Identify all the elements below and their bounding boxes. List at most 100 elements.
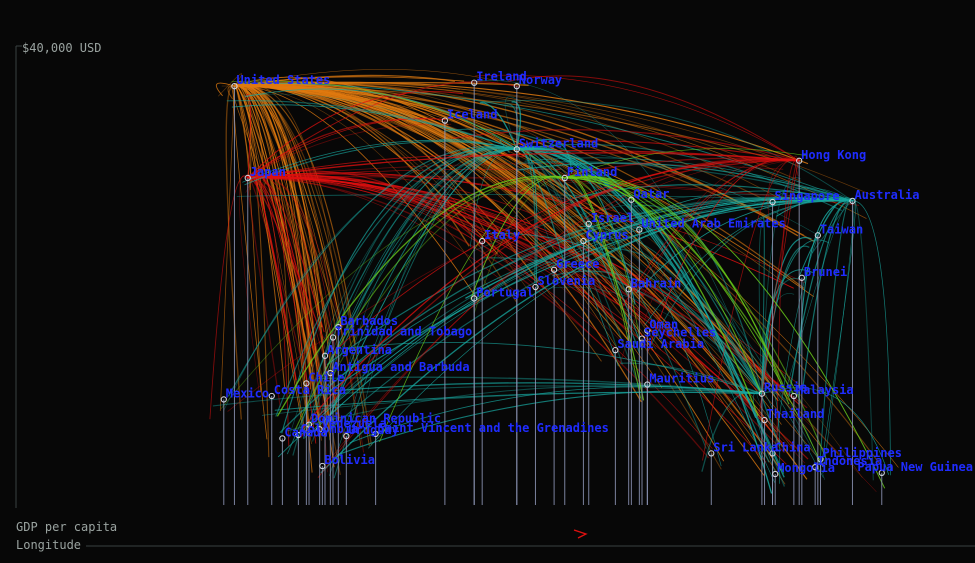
point-dominican-republic[interactable] (305, 421, 313, 428)
trail-line-226 (328, 148, 517, 440)
label-bolivia: Bolivia (324, 453, 375, 467)
point-uruguay[interactable] (343, 432, 350, 440)
trail-line-115 (234, 85, 310, 434)
label-norway: Norway (519, 73, 562, 87)
trail-line-330 (316, 376, 762, 395)
point-russia[interactable] (758, 390, 766, 397)
point-united-states[interactable] (231, 83, 238, 90)
point-barbados[interactable] (335, 323, 342, 331)
trail-line-219 (288, 148, 517, 439)
trail-line-295 (635, 190, 853, 223)
label-saint-vincent-and-the-grenadines: Saint Vincent and the Grenadines (378, 421, 609, 435)
trail-line-169 (244, 94, 251, 179)
trail-line-232 (281, 147, 517, 434)
label-thailand: Thailand (767, 407, 825, 421)
point-brunei[interactable] (798, 274, 805, 281)
label-venezuela: Venezuela (322, 416, 387, 430)
point-greece[interactable] (550, 266, 558, 273)
point-sri-lanka[interactable] (708, 450, 715, 457)
point-hong-kong[interactable] (796, 157, 803, 164)
trail-line-315 (349, 386, 762, 444)
label-colombia: Colombia (300, 422, 358, 436)
point-norway[interactable] (513, 83, 520, 90)
point-portugal[interactable] (471, 295, 478, 302)
point-italy[interactable] (479, 237, 486, 245)
point-chile[interactable] (303, 380, 310, 387)
label-malaysia: Malaysia (796, 383, 854, 397)
trail-line-97 (234, 85, 340, 363)
point-saudi-arabia[interactable] (612, 346, 619, 354)
point-ireland[interactable] (471, 79, 478, 86)
label-canada: Canada (284, 425, 327, 439)
trail-line-114 (234, 85, 356, 345)
point-china[interactable] (769, 450, 776, 457)
point-united-arab-emirates[interactable] (636, 226, 643, 233)
point-seychelles[interactable] (638, 335, 646, 342)
trail-line-198 (209, 175, 249, 420)
trail-line-168 (247, 172, 577, 235)
trail-line-139 (234, 82, 461, 90)
trail-line-254 (303, 149, 517, 439)
trail-line-326 (761, 177, 801, 394)
point-switzerland[interactable] (513, 146, 520, 153)
point-cyprus[interactable] (580, 237, 587, 245)
trail-line-297 (647, 199, 853, 352)
trail-line-357 (227, 160, 800, 412)
point-mexico[interactable] (220, 396, 227, 403)
migration-trails (209, 69, 899, 494)
point-thailand[interactable] (761, 416, 768, 424)
point-saint-vincent-and-the-grenadines[interactable] (372, 430, 379, 438)
point-australia[interactable] (849, 197, 856, 205)
trail-line-375 (276, 175, 565, 417)
point-philippines[interactable] (817, 455, 824, 463)
label-seychelles: Seychelles (644, 326, 716, 340)
point-costa-rica[interactable] (268, 392, 275, 400)
trail-line-262 (852, 200, 891, 476)
point-israel[interactable] (585, 220, 592, 228)
point-argentina[interactable] (321, 352, 329, 359)
label-sri-lanka: Sri Lanka (713, 440, 778, 454)
trail-line-321 (701, 390, 763, 472)
trail-line-351 (300, 158, 800, 438)
label-ireland: Ireland (476, 70, 527, 84)
point-venezuela[interactable] (316, 426, 323, 433)
point-papua-new-guinea[interactable] (878, 469, 885, 477)
trail-line-96 (234, 84, 318, 367)
trail-line-173 (247, 177, 328, 473)
label-oman: Oman (649, 318, 678, 332)
point-finland[interactable] (561, 174, 568, 182)
trail-line-294 (326, 196, 853, 366)
label-mongolia: Mongolia (777, 461, 835, 475)
point-bolivia[interactable] (319, 462, 326, 470)
point-antigua-and-barbuda[interactable] (327, 369, 334, 377)
point-taiwan[interactable] (814, 232, 821, 239)
trail-line-78 (234, 85, 343, 329)
point-singapore[interactable] (769, 198, 776, 206)
point-japan[interactable] (244, 174, 251, 182)
point-slovenia[interactable] (532, 283, 539, 291)
point-mauritius[interactable] (644, 381, 651, 388)
trail-line-336 (756, 390, 782, 448)
trail-line-377 (564, 176, 886, 489)
trail-line-339 (761, 277, 801, 394)
trail-line-311 (343, 341, 763, 395)
point-canada[interactable] (279, 435, 286, 442)
point-mongolia[interactable] (772, 470, 779, 478)
trail-line-223 (227, 145, 517, 397)
label-trinidad-and-tobago: Trinidad and Tobago (335, 324, 472, 338)
trail-line-279 (797, 197, 853, 280)
trail-line-99 (234, 85, 531, 154)
point-qatar[interactable] (628, 196, 635, 203)
label-saudi-arabia: Saudi Arabia (617, 337, 704, 351)
point-trinidad-and-tobago[interactable] (329, 334, 337, 341)
point-indonesia[interactable] (812, 463, 819, 471)
point-bahrain[interactable] (625, 286, 632, 293)
trail-line-250 (516, 148, 536, 284)
point-colombia[interactable] (295, 431, 302, 439)
trail-line-179 (247, 91, 464, 179)
point-oman[interactable] (644, 327, 651, 334)
trail-line-277 (481, 99, 853, 202)
trail-line-8 (219, 83, 235, 411)
point-iceland[interactable] (441, 117, 449, 124)
point-malaysia[interactable] (790, 392, 798, 400)
